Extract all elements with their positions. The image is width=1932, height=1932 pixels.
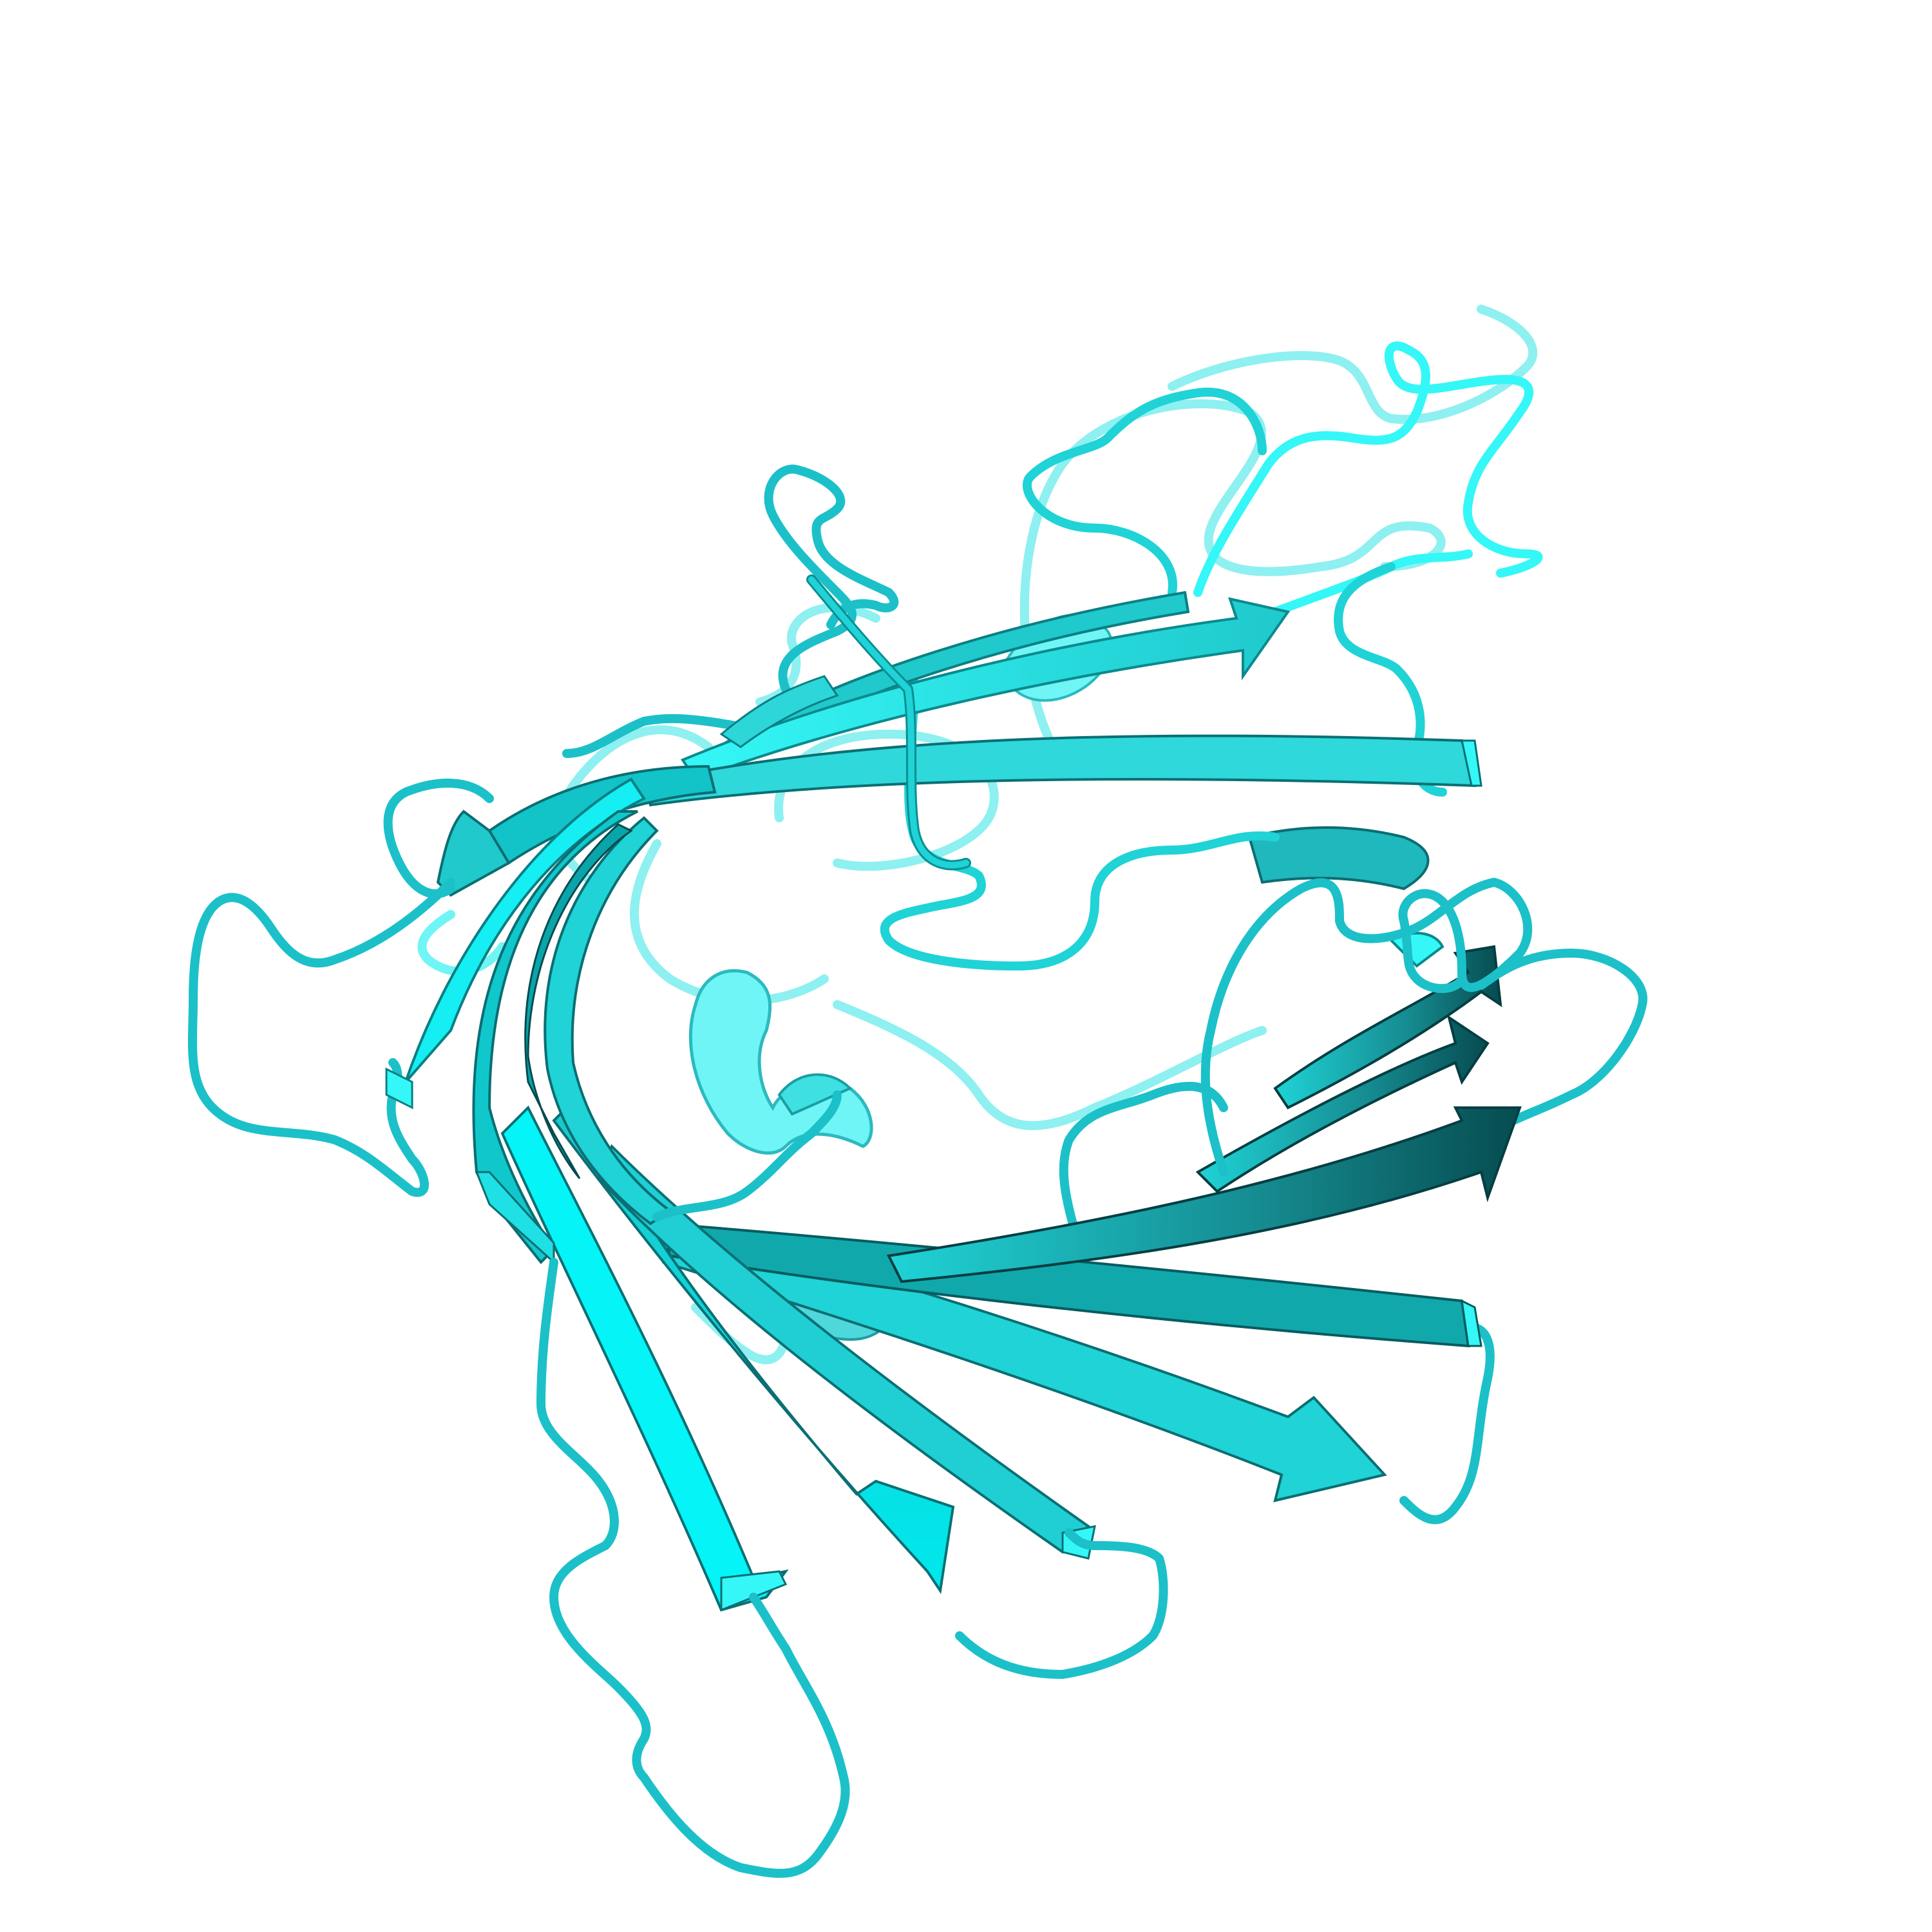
- beta-strand: [886, 1106, 1522, 1283]
- beta-strand: [1461, 1299, 1482, 1347]
- coil-loop: [955, 1528, 1168, 1679]
- alpha-helix: [777, 1073, 853, 1116]
- coil-loop: [1399, 1322, 1495, 1524]
- coil-loop: [652, 1090, 842, 1222]
- bottom-coils: [536, 1090, 1168, 1878]
- coil-loop: [833, 1000, 1267, 1130]
- top-left-coils: [562, 464, 899, 758]
- coil-loop: [187, 878, 455, 1197]
- left-coils: [187, 779, 507, 1197]
- bottom-fan-sheet: [500, 1092, 1522, 1612]
- beta-strand: [719, 675, 839, 748]
- coil-loop: [1399, 916, 1466, 993]
- coil-loop: [1271, 549, 1473, 616]
- beta-strand: [524, 823, 633, 1179]
- top-right-coils: [1023, 341, 1543, 797]
- coil-loop: [630, 839, 829, 1005]
- beta-strand: [1461, 739, 1482, 787]
- coil-loop: [1019, 399, 1446, 777]
- coil-loop: [1477, 949, 1648, 1125]
- front-crossing-coil: [806, 574, 1466, 993]
- front-helix: [688, 969, 873, 1155]
- beta-strand: [720, 1570, 788, 1612]
- beta-strand: [680, 597, 1291, 781]
- right-coils: [880, 678, 1648, 1524]
- coil-loop: [808, 576, 969, 869]
- beta-strand: [500, 1105, 789, 1612]
- coil-loop: [562, 714, 752, 758]
- coil-loop: [1200, 878, 1533, 1177]
- beta-strand: [1195, 1014, 1490, 1193]
- alpha-helix: [688, 969, 873, 1155]
- coil-loop: [764, 464, 899, 694]
- coil-loop: [383, 779, 494, 898]
- coil-loop: [417, 910, 507, 976]
- beta-strand: [472, 810, 638, 1264]
- coil-loop: [1193, 341, 1543, 597]
- beta-strand: [436, 810, 511, 897]
- coil-loop: [1168, 305, 1538, 424]
- coil-loop: [1023, 387, 1267, 597]
- coil-loop: [880, 678, 1280, 971]
- coil-loop: [1059, 1081, 1228, 1260]
- coil-loop: [536, 1258, 850, 1878]
- beta-strand: [1247, 826, 1430, 891]
- left-column-sheet: [385, 777, 672, 1265]
- beta-strand: [475, 1171, 555, 1265]
- beta-strand: [385, 1067, 413, 1110]
- beta-strand: [544, 816, 672, 1226]
